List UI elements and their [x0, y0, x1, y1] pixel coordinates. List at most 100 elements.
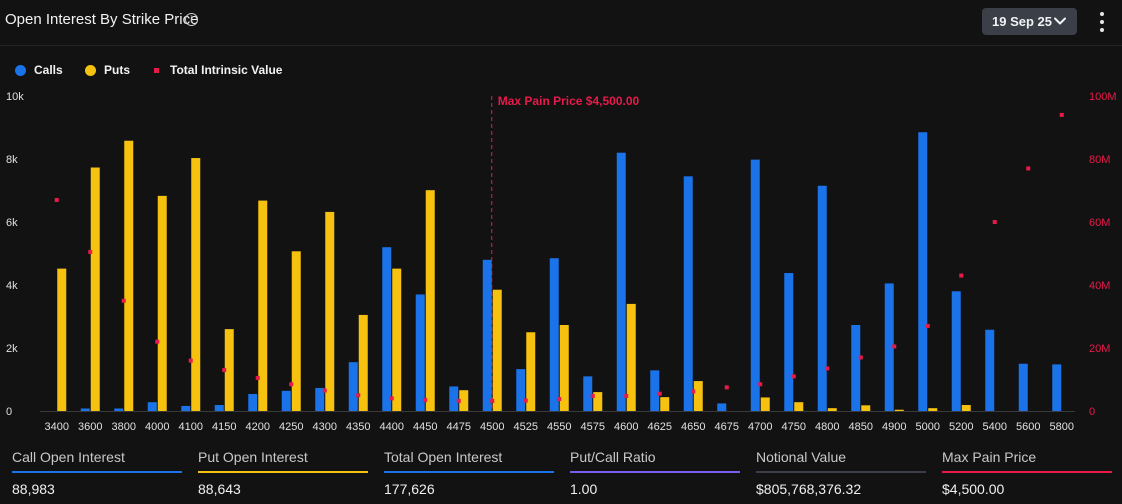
x-tick-label: 4400	[380, 421, 404, 433]
puts-bar	[291, 251, 301, 411]
stat-value: 88,983	[12, 481, 55, 497]
open-interest-chart: 0 2k 4k 6k 8k 10k 0 20M 40M 60M 80M 100M 3400 3600 380…	[6, 91, 1117, 433]
x-tick-label: 4500	[480, 421, 504, 433]
calls-bar	[817, 185, 827, 411]
y-left-tick-label: 2k	[6, 343, 18, 355]
y-right-tick-label: 40M	[1089, 280, 1110, 292]
x-tick-label: 5600	[1016, 421, 1040, 433]
intrinsic-value-point	[121, 298, 126, 303]
stat-value: 177,626	[384, 481, 435, 497]
calls-swatch	[15, 65, 26, 76]
calls-bar	[549, 258, 559, 411]
more-options-icon[interactable]	[1096, 11, 1108, 33]
stat-underline	[198, 471, 368, 473]
x-tick-label: 4475	[447, 421, 471, 433]
calls-bar	[114, 408, 124, 411]
x-tick-label: 4100	[179, 421, 203, 433]
x-tick-label: 4525	[514, 421, 538, 433]
calls-bar	[583, 376, 593, 411]
stat-label: Notional Value	[756, 449, 847, 465]
y-left-tick-label: 0	[6, 406, 12, 418]
x-tick-label: 4000	[145, 421, 169, 433]
calls-bar	[784, 273, 794, 411]
x-tick-label: 3600	[78, 421, 102, 433]
legend-label-calls: Calls	[34, 63, 63, 77]
stat-value: 1.00	[570, 481, 598, 497]
intrinsic-value-point	[255, 375, 260, 380]
expiry-date-dropdown[interactable]: 19 Sep 25	[982, 8, 1077, 35]
stat-label: Put/Call Ratio	[570, 449, 656, 465]
x-tick-label: 4350	[346, 421, 370, 433]
intrinsic-value-point	[88, 249, 93, 254]
puts-bar	[626, 303, 636, 411]
stat-underline	[756, 471, 926, 473]
intrinsic-value-point	[456, 398, 461, 403]
y-right-tick-label: 80M	[1089, 154, 1110, 166]
calls-bar	[1052, 364, 1062, 411]
stat-underline	[12, 471, 182, 473]
x-tick-label: 4625	[648, 421, 672, 433]
intrinsic-value-point	[1059, 112, 1064, 117]
intrinsic-value-point	[758, 382, 763, 387]
x-tick-label: 5400	[983, 421, 1007, 433]
max-pain-label: Max Pain Price $4,500.00	[498, 94, 640, 108]
stat-label: Call Open Interest	[12, 449, 125, 465]
x-tick-label: 4300	[313, 421, 337, 433]
intrinsic-value-point	[724, 385, 729, 390]
intrinsic-value-point	[356, 393, 361, 398]
puts-bar	[928, 408, 938, 411]
puts-bar	[961, 405, 971, 411]
calls-bar	[750, 159, 760, 411]
expiry-date-label: 19 Sep 25	[992, 14, 1052, 29]
stat-label: Max Pain Price	[942, 449, 1037, 465]
intrinsic-value-point	[289, 382, 294, 387]
puts-bar	[593, 392, 603, 411]
calls-bar	[683, 176, 693, 411]
stat-label: Put Open Interest	[198, 449, 308, 465]
puts-bar	[124, 140, 134, 412]
calls-bar	[80, 408, 90, 411]
legend-label-puts: Puts	[104, 63, 131, 77]
calls-bar	[382, 247, 392, 411]
stat-notional-value: Notional Value $805,768,376.32	[756, 444, 940, 504]
x-tick-label: 4800	[815, 421, 839, 433]
puts-bar	[258, 200, 268, 411]
x-tick-label: 4575	[581, 421, 605, 433]
puts-bar	[157, 195, 167, 411]
y-right-tick-label: 100M	[1089, 91, 1117, 103]
intrinsic-value-point	[691, 389, 696, 394]
stat-max-pain-price: Max Pain Price $4,500.00	[942, 444, 1122, 504]
intrinsic-value-point	[557, 397, 562, 402]
puts-bar	[827, 408, 837, 411]
info-icon[interactable]: i	[185, 13, 198, 26]
x-tick-label: 5000	[916, 421, 940, 433]
calls-bar	[884, 283, 894, 411]
intrinsic-value-point	[54, 197, 59, 202]
intrinsic-value-point	[523, 398, 528, 403]
puts-bar	[325, 211, 335, 411]
puts-bar	[861, 405, 871, 411]
calls-bar	[181, 405, 191, 411]
summary-stats: Call Open Interest 88,983 Put Open Inter…	[0, 444, 1122, 504]
intrinsic-value-point	[992, 220, 997, 224]
calls-bar	[348, 362, 358, 411]
puts-bar	[660, 397, 670, 411]
intrinsic-value-point	[892, 344, 897, 349]
intrinsic-value-point	[188, 358, 193, 363]
puts-bar	[392, 268, 402, 411]
puts-bar	[425, 190, 435, 411]
y-right-tick-label: 0	[1089, 406, 1095, 418]
x-tick-label: 4150	[212, 421, 236, 433]
stat-value: $805,768,376.32	[756, 481, 862, 497]
x-tick-label: 4900	[882, 421, 906, 433]
x-tick-label: 4850	[849, 421, 873, 433]
puts-bar	[191, 158, 201, 411]
calls-bar	[650, 370, 660, 411]
calls-bar	[281, 390, 291, 411]
intrinsic-value-point	[624, 393, 629, 398]
y-left-tick-label: 10k	[6, 91, 24, 103]
calls-bar	[717, 403, 727, 411]
y-right-tick-label: 60M	[1089, 217, 1110, 229]
intrinsic-value-point	[825, 366, 830, 371]
puts-bar	[693, 381, 703, 411]
